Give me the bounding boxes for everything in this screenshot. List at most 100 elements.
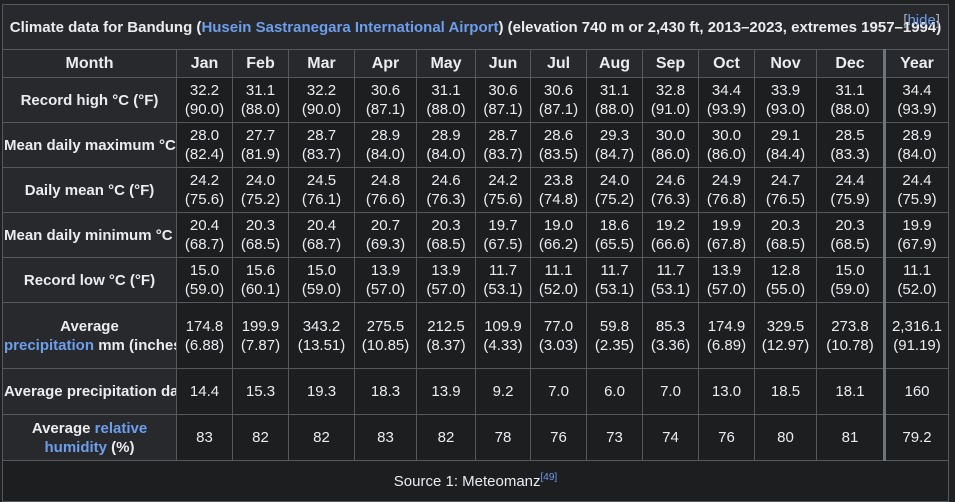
value-inches: (6.89) bbox=[706, 336, 747, 354]
table-cell: 82 bbox=[416, 414, 476, 461]
table-cell: 28.9 (84.0) bbox=[354, 122, 417, 168]
value-fahrenheit: (84.0) bbox=[426, 146, 466, 163]
value-celsius: 11.1 bbox=[544, 262, 573, 279]
value-celsius: 15.0 bbox=[189, 262, 220, 279]
table-row-daily-mean: Daily mean °C (°F) 24.2 (75.6) 24.0 (75.2) 24… bbox=[2, 167, 949, 213]
value-celsius: 23.8 bbox=[543, 172, 574, 189]
value-fahrenheit: (59.0) bbox=[301, 281, 342, 298]
value-mm: 109.9 bbox=[484, 317, 522, 335]
value-fahrenheit: (74.8) bbox=[538, 191, 579, 208]
table-cell: 59.8 (2.35) bbox=[586, 302, 643, 369]
value-fahrenheit: (82.4) bbox=[184, 146, 225, 163]
table-cell: 2,316.1 (91.19) bbox=[883, 302, 949, 369]
value-celsius: 20.4 bbox=[306, 217, 337, 234]
table-cell: 329.5 (12.97) bbox=[754, 302, 817, 369]
row-header-precipitation-days: Average precipitation days bbox=[2, 368, 177, 415]
row-header-record-low: Record low °C (°F) bbox=[2, 257, 177, 303]
value-celsius: 28.9 bbox=[431, 127, 461, 144]
table-cell: 30.6 (87.1) bbox=[354, 77, 417, 123]
table-row-mean-daily-max: Mean daily maximum °C (°F) 28.0 (82.4) 27.7… bbox=[2, 122, 949, 168]
value-fahrenheit: (86.0) bbox=[650, 146, 691, 163]
value-fahrenheit: (76.6) bbox=[365, 191, 406, 208]
source-reference-link[interactable]: [49] bbox=[540, 471, 558, 483]
value-fahrenheit: (57.0) bbox=[365, 281, 406, 298]
table-cell: 24.4 (75.9) bbox=[883, 167, 949, 213]
value-fahrenheit: (90.0) bbox=[184, 101, 225, 118]
table-cell: 78 bbox=[475, 414, 531, 461]
value-celsius: 28.7 bbox=[306, 127, 337, 144]
value-fahrenheit: (88.0) bbox=[830, 101, 870, 118]
value-fahrenheit: (53.1) bbox=[650, 281, 691, 298]
value-fahrenheit: (84.7) bbox=[594, 146, 635, 163]
table-cell: 82 bbox=[288, 414, 355, 461]
value-fahrenheit: (75.6) bbox=[184, 191, 225, 208]
value-fahrenheit: (68.5) bbox=[240, 236, 281, 253]
value-fahrenheit: (69.3) bbox=[365, 236, 406, 253]
table-cell: 7.0 bbox=[642, 368, 699, 415]
table-cell: 24.4 (75.9) bbox=[816, 167, 885, 213]
value-fahrenheit: (93.9) bbox=[706, 101, 747, 118]
humidity-link[interactable]: humidity bbox=[44, 438, 108, 456]
table-cell: 160 bbox=[883, 368, 949, 415]
table-cell: 74 bbox=[642, 414, 699, 461]
value-celsius: 31.1 bbox=[431, 82, 461, 99]
airport-link[interactable]: Husein Sastranegara International Airpor… bbox=[201, 18, 499, 36]
table-cell: 28.9 (84.0) bbox=[883, 122, 949, 168]
precipitation-link[interactable]: precipitation bbox=[4, 336, 95, 354]
value-celsius: 30.6 bbox=[370, 82, 401, 99]
table-cell: 31.1 (88.0) bbox=[816, 77, 885, 123]
value-inches: (7.87) bbox=[240, 336, 281, 354]
table-cell: 23.8 (74.8) bbox=[530, 167, 587, 213]
value-mm: 2,316.1 bbox=[891, 317, 943, 335]
row-label: Record low °C (°F) bbox=[23, 271, 156, 289]
table-cell: 30.0 (86.0) bbox=[698, 122, 755, 168]
value-mm: 273.8 bbox=[831, 317, 869, 335]
table-cell: 20.4 (68.7) bbox=[288, 212, 355, 258]
value-celsius: 28.6 bbox=[543, 127, 574, 144]
table-cell: 85.3 (3.36) bbox=[642, 302, 699, 369]
value-celsius: 19.9 bbox=[902, 217, 932, 234]
value-fahrenheit: (75.6) bbox=[483, 191, 523, 208]
value-celsius: 34.4 bbox=[711, 82, 742, 99]
value-celsius: 11.7 bbox=[488, 262, 518, 279]
table-cell: 82 bbox=[232, 414, 289, 461]
hide-link[interactable]: hide bbox=[907, 12, 936, 29]
row-label: Record high °C (°F) bbox=[20, 91, 159, 109]
table-row-humidity: Average relative humidity (%) 83 82 82 83 82 78… bbox=[2, 414, 949, 461]
table-cell: 24.0 (75.2) bbox=[586, 167, 643, 213]
relative-humidity-link[interactable]: relative bbox=[94, 419, 148, 437]
value-mm: 59.8 bbox=[599, 317, 630, 335]
table-cell: 18.5 bbox=[754, 368, 817, 415]
table-cell: 19.0 (66.2) bbox=[530, 212, 587, 258]
month-header-apr: Apr bbox=[354, 49, 417, 78]
row-header-daily-mean: Daily mean °C (°F) bbox=[2, 167, 177, 213]
value-fahrenheit: (75.2) bbox=[240, 191, 281, 208]
value-inches: (13.51) bbox=[297, 336, 346, 354]
value-celsius: 29.3 bbox=[599, 127, 630, 144]
month-header-jun: Jun bbox=[475, 49, 531, 78]
value-fahrenheit: (68.7) bbox=[301, 236, 342, 253]
table-cell: 81 bbox=[816, 414, 885, 461]
value-celsius: 30.0 bbox=[711, 127, 742, 144]
table-cell: 30.6 (87.1) bbox=[475, 77, 531, 123]
table-cell: 275.5 (10.85) bbox=[354, 302, 417, 369]
value-celsius: 19.7 bbox=[488, 217, 518, 234]
table-cell: 76 bbox=[698, 414, 755, 461]
value-celsius: 19.0 bbox=[543, 217, 574, 234]
table-cell: 83 bbox=[176, 414, 233, 461]
value-fahrenheit: (90.0) bbox=[301, 101, 342, 118]
row-header-record-high: Record high °C (°F) bbox=[2, 77, 177, 123]
table-cell: 32.2 (90.0) bbox=[176, 77, 233, 123]
value-celsius: 27.7 bbox=[245, 127, 276, 144]
table-cell: 13.9 (57.0) bbox=[416, 257, 476, 303]
value-celsius: 11.7 bbox=[600, 262, 629, 279]
table-cell: 80 bbox=[754, 414, 817, 461]
table-cell: 34.4 (93.9) bbox=[698, 77, 755, 123]
row-label: Mean daily minimum °C (°F) bbox=[4, 226, 176, 244]
month-header-nov: Nov bbox=[754, 49, 817, 78]
value-celsius: 34.4 bbox=[902, 82, 932, 99]
value-mm: 199.9 bbox=[241, 317, 280, 335]
hide-toggle[interactable]: [hide] bbox=[903, 11, 940, 30]
row-label: Average bbox=[60, 317, 119, 335]
